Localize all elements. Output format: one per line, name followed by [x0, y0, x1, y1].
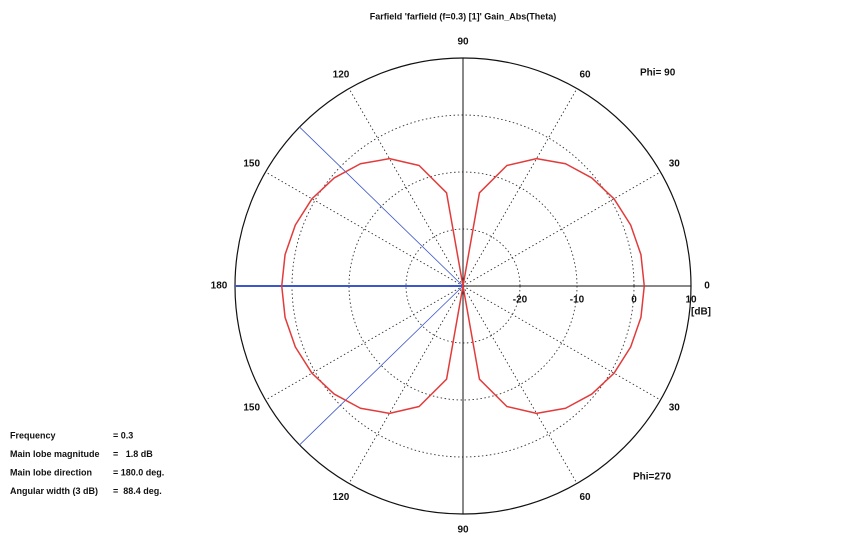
theta-tick-label: 150 [243, 159, 260, 170]
theta-tick-label: 0 [704, 281, 710, 292]
r-tick-label: 0 [631, 295, 637, 306]
theta-tick-label: 120 [333, 69, 350, 80]
r-tick-label: -10 [570, 295, 585, 306]
theta-tick-label: 90 [457, 37, 469, 48]
chart-title: Farfield 'farfield (f=0.3) [1]' Gain_Abs… [370, 11, 557, 21]
r-unit: [dB] [691, 307, 711, 318]
info-value: = 88.4 deg. [113, 486, 162, 496]
info-label: Main lobe magnitude [10, 449, 100, 459]
phi-label: Phi= 90 [640, 68, 676, 79]
theta-tick-label: 150 [243, 403, 260, 414]
pattern-curve [280, 157, 646, 415]
info-label: Main lobe direction [10, 467, 92, 477]
theta-tick-label: 90 [457, 525, 469, 533]
theta-tick-label: 30 [669, 159, 681, 170]
beam-line [299, 126, 464, 287]
info-label: Frequency [10, 430, 56, 440]
r-tick-label: -20 [513, 295, 528, 306]
theta-tick-label: 30 [669, 403, 681, 414]
theta-tick-label: 120 [333, 492, 350, 503]
theta-tick-label: 180 [211, 281, 228, 292]
info-label: Angular width (3 dB) [10, 486, 98, 496]
beam-line [299, 285, 464, 446]
info-value: = 180.0 deg. [113, 467, 164, 477]
info-value: = 0.3 [113, 430, 133, 440]
theta-tick-label: 60 [579, 69, 591, 80]
phi-label: Phi=270 [633, 472, 672, 483]
r-tick-label: 10 [685, 295, 697, 306]
info-value: = 1.8 dB [113, 449, 153, 459]
theta-tick-label: 60 [579, 492, 591, 503]
